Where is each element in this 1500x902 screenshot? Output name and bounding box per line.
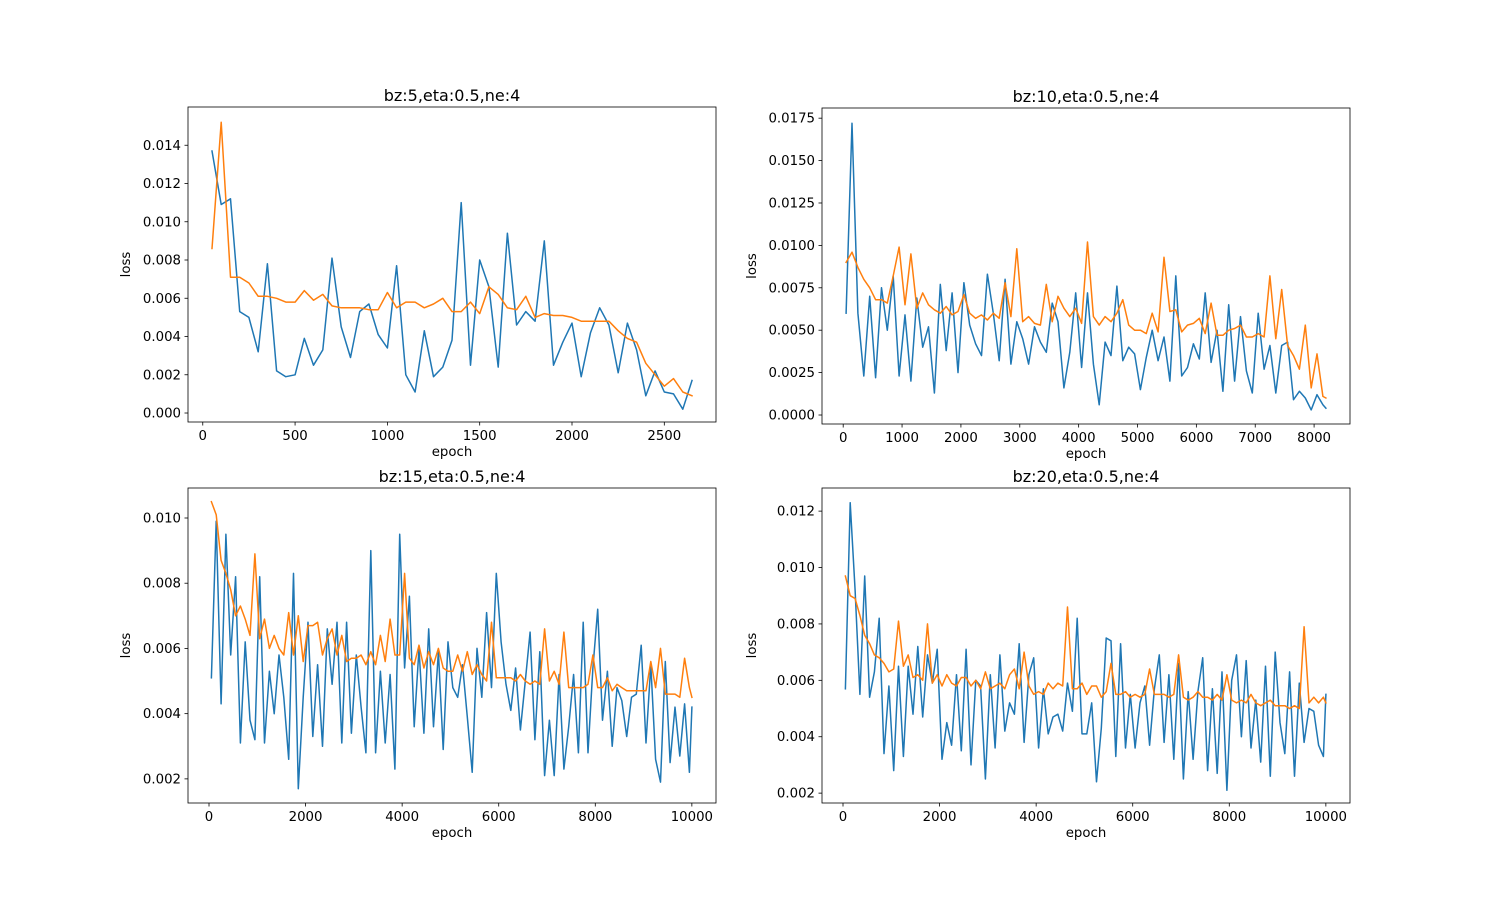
- y-tick-label: 0.0075: [768, 281, 815, 296]
- y-tick-label: 0.004: [143, 707, 181, 722]
- y-tick-label: 0.006: [777, 674, 815, 689]
- subplot-bz15: 0 2000 4000 6000 8000 10000 0.002 0.004 0.006 0.0…: [119, 467, 717, 841]
- x-tick-label: 6000: [482, 810, 516, 825]
- y-tick-label: 0.014: [143, 139, 181, 154]
- y-axis-label: loss: [745, 253, 760, 279]
- y-tick-label: 0.0125: [768, 196, 815, 211]
- y-tick-label: 0.004: [143, 330, 181, 345]
- series-line-smoothed: [210, 500, 693, 699]
- x-axis-label: epoch: [1066, 447, 1107, 462]
- y-tick-label: 0.0100: [768, 239, 815, 254]
- x-tick-label: 8000: [1297, 431, 1331, 446]
- y-tick-label: 0.0150: [768, 154, 815, 169]
- x-tick-label: 8000: [1212, 810, 1246, 825]
- y-tick-label: 0.006: [143, 642, 181, 657]
- x-tick-label: 7000: [1238, 431, 1272, 446]
- axes-frame: [821, 107, 1351, 425]
- y-tick-label: 0.010: [143, 215, 181, 230]
- x-tick-label: 6000: [1179, 431, 1213, 446]
- x-tick-label: 6000: [1116, 810, 1150, 825]
- y-tick-label: 0.002: [143, 772, 181, 787]
- x-tick-label: 5000: [1121, 431, 1155, 446]
- x-axis-label: epoch: [1066, 826, 1107, 841]
- x-tick-label: 2000: [289, 810, 323, 825]
- axes-frame: [187, 106, 717, 423]
- series-line-loss: [845, 122, 1327, 411]
- axes-frame: [821, 487, 1351, 804]
- series-line-smoothed: [845, 241, 1327, 400]
- x-tick-label: 0: [839, 810, 847, 825]
- subplot-bz20: 0 2000 4000 6000 8000 10000 0.002 0.004 0.006 0.0…: [745, 467, 1351, 841]
- subplot-bz5: 0 500 1000 1500 2000 2500 0.000 0.002 0.004 0.006…: [119, 86, 717, 460]
- x-tick-label: 2000: [923, 810, 957, 825]
- y-axis-label: loss: [119, 633, 134, 659]
- y-tick-label: 0.0000: [768, 409, 815, 424]
- y-tick-label: 0.012: [777, 505, 815, 520]
- x-tick-label: 0: [199, 429, 207, 444]
- series-line-loss: [844, 501, 1327, 792]
- y-axis-label: loss: [745, 633, 760, 659]
- y-tick-label: 0.0050: [768, 324, 815, 339]
- x-axis-label: epoch: [432, 826, 473, 841]
- x-tick-label: 1000: [885, 431, 919, 446]
- x-tick-label: 4000: [1019, 810, 1053, 825]
- y-tick-label: 0.004: [777, 730, 815, 745]
- series-line-smoothed: [211, 121, 693, 397]
- subplot-bz10: 0 1000 2000 3000 4000 5000 6000 7000 8000 0.0000 0…: [745, 87, 1351, 462]
- subplot-title: bz:15,eta:0.5,ne:4: [379, 467, 526, 486]
- y-tick-label: 0.002: [143, 368, 181, 383]
- x-tick-label: 8000: [578, 810, 612, 825]
- y-tick-label: 0.000: [143, 407, 181, 422]
- y-tick-label: 0.008: [777, 617, 815, 632]
- y-tick-label: 0.012: [143, 177, 181, 192]
- x-tick-label: 2000: [555, 429, 589, 444]
- y-tick-label: 0.008: [143, 254, 181, 269]
- x-tick-label: 0: [205, 810, 213, 825]
- x-tick-label: 2500: [647, 429, 681, 444]
- x-tick-label: 10000: [671, 810, 713, 825]
- y-tick-label: 0.002: [777, 787, 815, 802]
- x-tick-label: 4000: [1062, 431, 1096, 446]
- y-tick-label: 0.0025: [768, 366, 815, 381]
- x-tick-label: 0: [839, 431, 847, 446]
- x-tick-label: 4000: [385, 810, 419, 825]
- y-tick-label: 0.010: [777, 561, 815, 576]
- subplot-title: bz:5,eta:0.5,ne:4: [384, 86, 521, 105]
- series-line-loss: [211, 150, 693, 410]
- y-tick-label: 0.0175: [768, 112, 815, 127]
- y-axis-label: loss: [119, 252, 134, 278]
- x-tick-label: 500: [282, 429, 307, 444]
- x-tick-label: 1000: [370, 429, 404, 444]
- subplot-title: bz:20,eta:0.5,ne:4: [1013, 467, 1160, 486]
- x-tick-label: 3000: [1003, 431, 1037, 446]
- series-line-smoothed: [844, 575, 1327, 710]
- x-tick-label: 2000: [944, 431, 978, 446]
- x-tick-label: 1500: [463, 429, 497, 444]
- x-tick-label: 10000: [1305, 810, 1347, 825]
- y-tick-label: 0.008: [143, 577, 181, 592]
- subplot-title: bz:10,eta:0.5,ne:4: [1013, 87, 1160, 106]
- y-tick-label: 0.006: [143, 292, 181, 307]
- x-axis-label: epoch: [432, 445, 473, 460]
- axes-frame: [187, 487, 717, 804]
- y-tick-label: 0.010: [143, 512, 181, 527]
